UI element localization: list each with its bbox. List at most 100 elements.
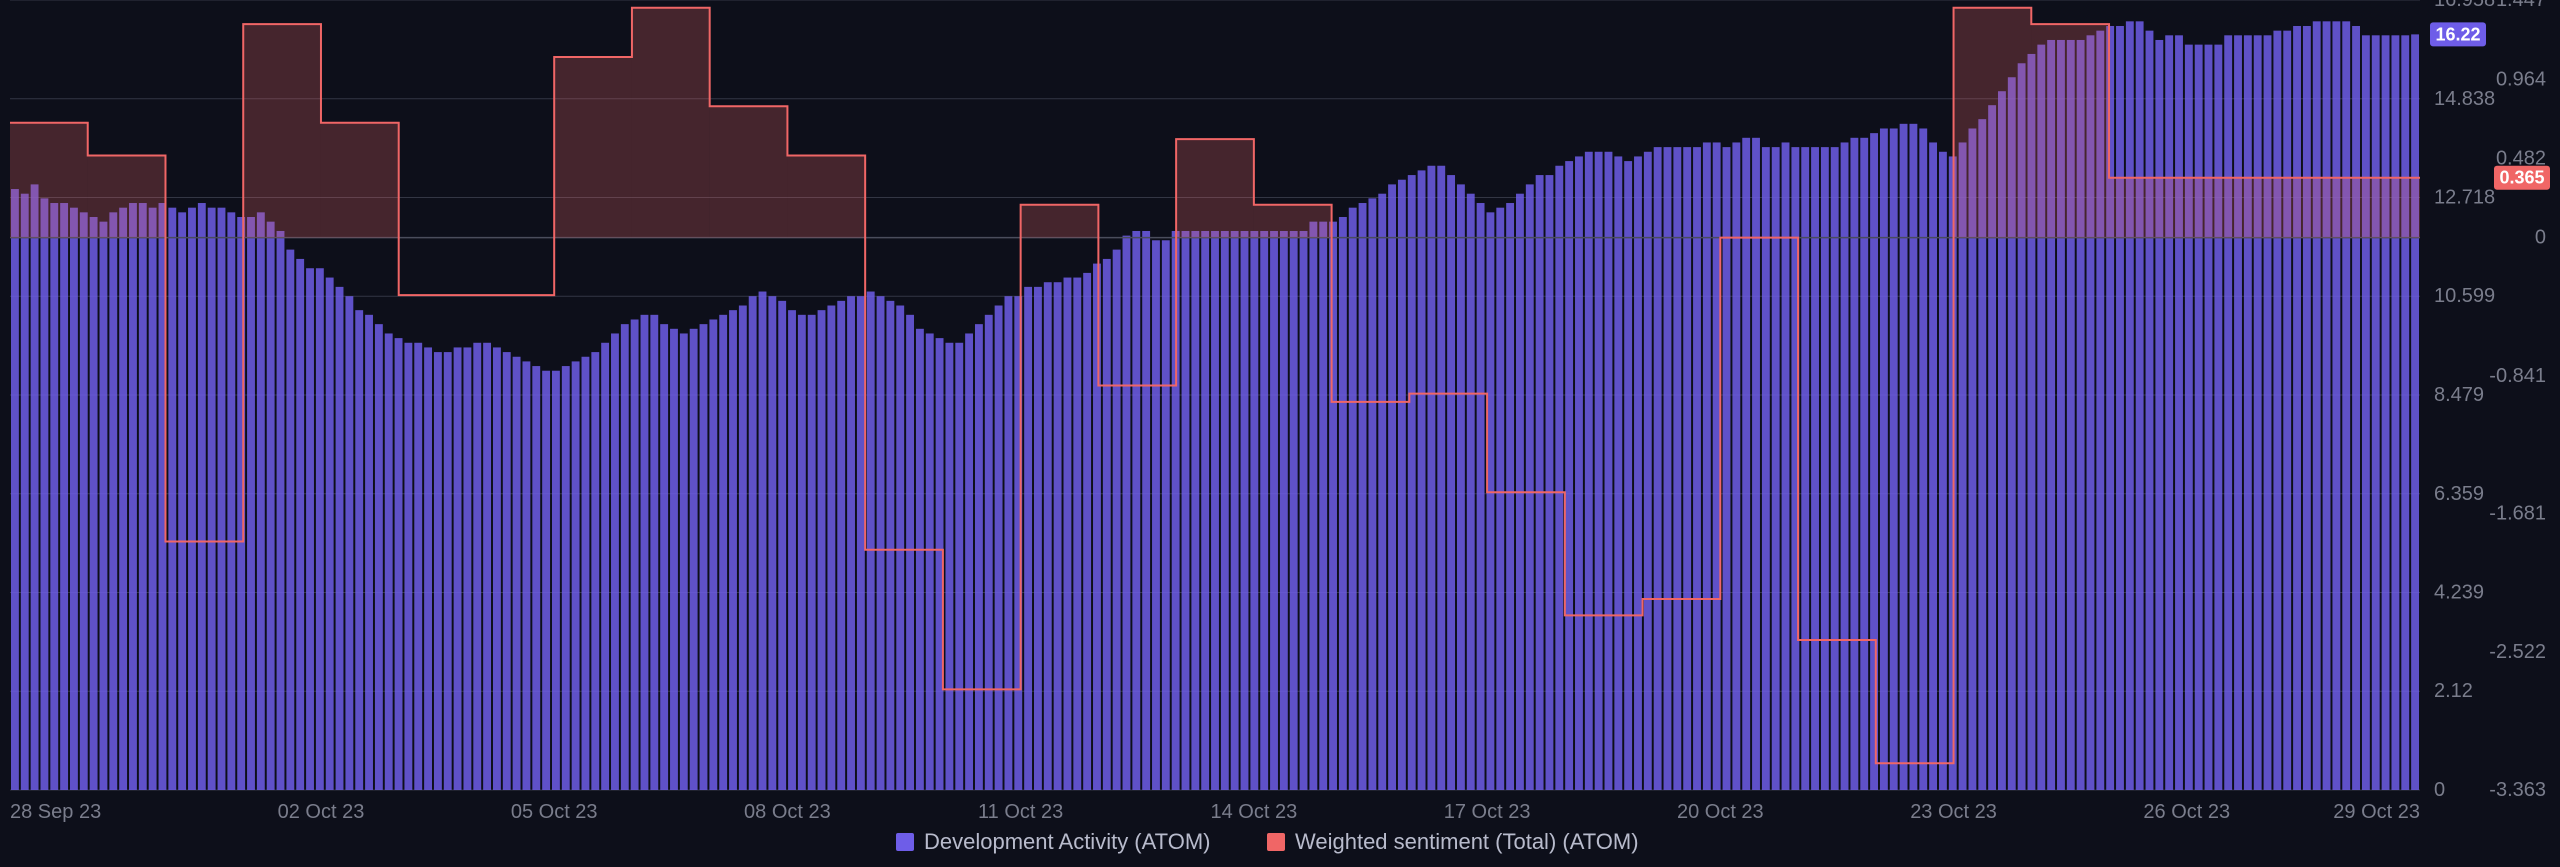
dev-activity-bar — [719, 315, 727, 790]
dev-activity-bar — [945, 343, 953, 790]
dev-activity-bar — [1929, 142, 1937, 790]
legend-swatch — [896, 833, 914, 851]
dev-activity-bar — [916, 329, 924, 790]
dev-activity-bar — [1703, 142, 1711, 790]
dev-activity-bar — [837, 301, 845, 790]
dev-activity-bar — [2165, 35, 2173, 790]
dev-activity-bar — [522, 361, 530, 790]
dev-activity-bar — [2264, 35, 2272, 790]
dev-activity-bar — [2205, 45, 2213, 790]
chart-container: 28 Sep 2302 Oct 2305 Oct 2308 Oct 2311 O… — [0, 0, 2560, 867]
dev-activity-bar — [1546, 175, 1554, 790]
dev-activity-bar — [414, 343, 422, 790]
dev-activity-bar — [1329, 222, 1337, 790]
dev-activity-bar — [1182, 231, 1190, 790]
dev-activity-bar — [2323, 21, 2331, 790]
dev-activity-bar — [1290, 231, 1298, 790]
sentiment-fill-seg — [710, 106, 788, 237]
dev-activity-bar — [473, 343, 481, 790]
dev-activity-bar — [60, 203, 68, 790]
dev-activity-bar — [995, 306, 1003, 790]
dev-activity-bar — [1123, 236, 1131, 790]
dev-activity-bar — [1093, 264, 1101, 790]
legend-swatch — [1267, 833, 1285, 851]
x-axis-label: 17 Oct 23 — [1444, 801, 1531, 823]
dev-activity-bar — [385, 333, 393, 790]
dev-activity-bar — [650, 315, 658, 790]
dev-activity-bar — [1418, 170, 1426, 790]
dev-activity-bar — [1782, 142, 1790, 790]
dev-activity-bar — [690, 329, 698, 790]
dev-activity-bar — [345, 296, 353, 790]
dev-activity-bar — [336, 287, 344, 790]
dev-activity-bar — [1152, 240, 1160, 790]
dev-activity-bar — [1408, 175, 1416, 790]
dev-activity-bar — [2244, 35, 2252, 790]
dev-activity-bar — [1427, 166, 1435, 790]
dev-activity-bar — [572, 361, 580, 790]
dev-activity-bar — [1241, 231, 1249, 790]
dev-activity-bar — [100, 222, 108, 790]
dev-activity-bar — [739, 306, 747, 790]
dev-activity-bar — [1349, 208, 1357, 790]
dev-activity-bar — [1270, 231, 1278, 790]
dev-activity-bar — [532, 366, 540, 790]
dev-activity-bar — [2155, 40, 2163, 790]
dev-activity-bar — [139, 203, 147, 790]
dev-activity-bar — [1585, 152, 1593, 790]
dev-activity-bar — [198, 203, 206, 790]
dev-activity-bar — [1683, 147, 1691, 790]
dev-activity-bar — [454, 347, 462, 790]
dev-activity-bar — [119, 208, 127, 790]
dev-activity-bar — [1890, 128, 1898, 790]
chart-svg[interactable]: 28 Sep 2302 Oct 2305 Oct 2308 Oct 2311 O… — [0, 0, 2560, 867]
dev-activity-bar — [759, 292, 767, 790]
dev-activity-bar — [257, 212, 265, 790]
dev-activity-bar — [1103, 259, 1111, 790]
sentiment-fill-seg — [10, 123, 88, 238]
y-right-label: -0.841 — [2489, 365, 2546, 387]
dev-activity-bar — [2224, 35, 2232, 790]
dev-activity-bar — [50, 203, 58, 790]
dev-activity-bar — [1900, 124, 1908, 790]
sentiment-fill-seg — [787, 156, 865, 238]
dev-activity-bar — [1850, 138, 1858, 790]
dev-activity-bar — [542, 371, 550, 790]
dev-activity-bar — [218, 208, 226, 790]
dev-activity-bar — [1359, 203, 1367, 790]
dev-activity-bar — [768, 296, 776, 790]
dev-activity-bar — [641, 315, 649, 790]
dev-activity-bar — [1368, 198, 1376, 790]
dev-activity-bar — [1506, 203, 1514, 790]
dev-activity-bar — [316, 268, 324, 790]
dev-activity-bar — [306, 268, 314, 790]
dev-activity-bar — [1083, 273, 1091, 790]
dev-activity-bar — [1447, 175, 1455, 790]
dev-activity-bar — [906, 315, 914, 790]
x-axis-label: 29 Oct 23 — [2333, 801, 2420, 823]
dev-activity-bar — [80, 212, 88, 790]
sentiment-fill-seg — [1954, 8, 2032, 238]
dev-activity-bar — [70, 208, 78, 790]
dev-activity-bar — [2273, 31, 2281, 790]
y-right-label: 0 — [2535, 227, 2546, 249]
y-right-label: -2.522 — [2489, 641, 2546, 663]
dev-activity-bar — [1201, 231, 1209, 790]
dev-activity-bar — [1536, 175, 1544, 790]
x-axis-label: 20 Oct 23 — [1677, 801, 1764, 823]
dev-activity-bar — [601, 343, 609, 790]
dev-activity-bar — [296, 259, 304, 790]
dev-activity-bar — [1467, 194, 1475, 790]
dev-activity-bar — [2411, 34, 2419, 790]
dev-activity-bar — [1260, 231, 1268, 790]
dev-activity-bar — [355, 310, 363, 790]
dev-activity-bar — [1555, 166, 1563, 790]
dev-activity-bar — [778, 301, 786, 790]
dev-activity-bar — [1575, 156, 1583, 790]
sentiment-fill-seg — [2031, 24, 2109, 238]
x-axis-label: 05 Oct 23 — [511, 801, 598, 823]
dev-activity-bar — [660, 324, 668, 790]
dev-activity-bar — [267, 222, 275, 790]
dev-activity-bar — [1486, 212, 1494, 790]
dev-activity-bar — [1044, 282, 1052, 790]
